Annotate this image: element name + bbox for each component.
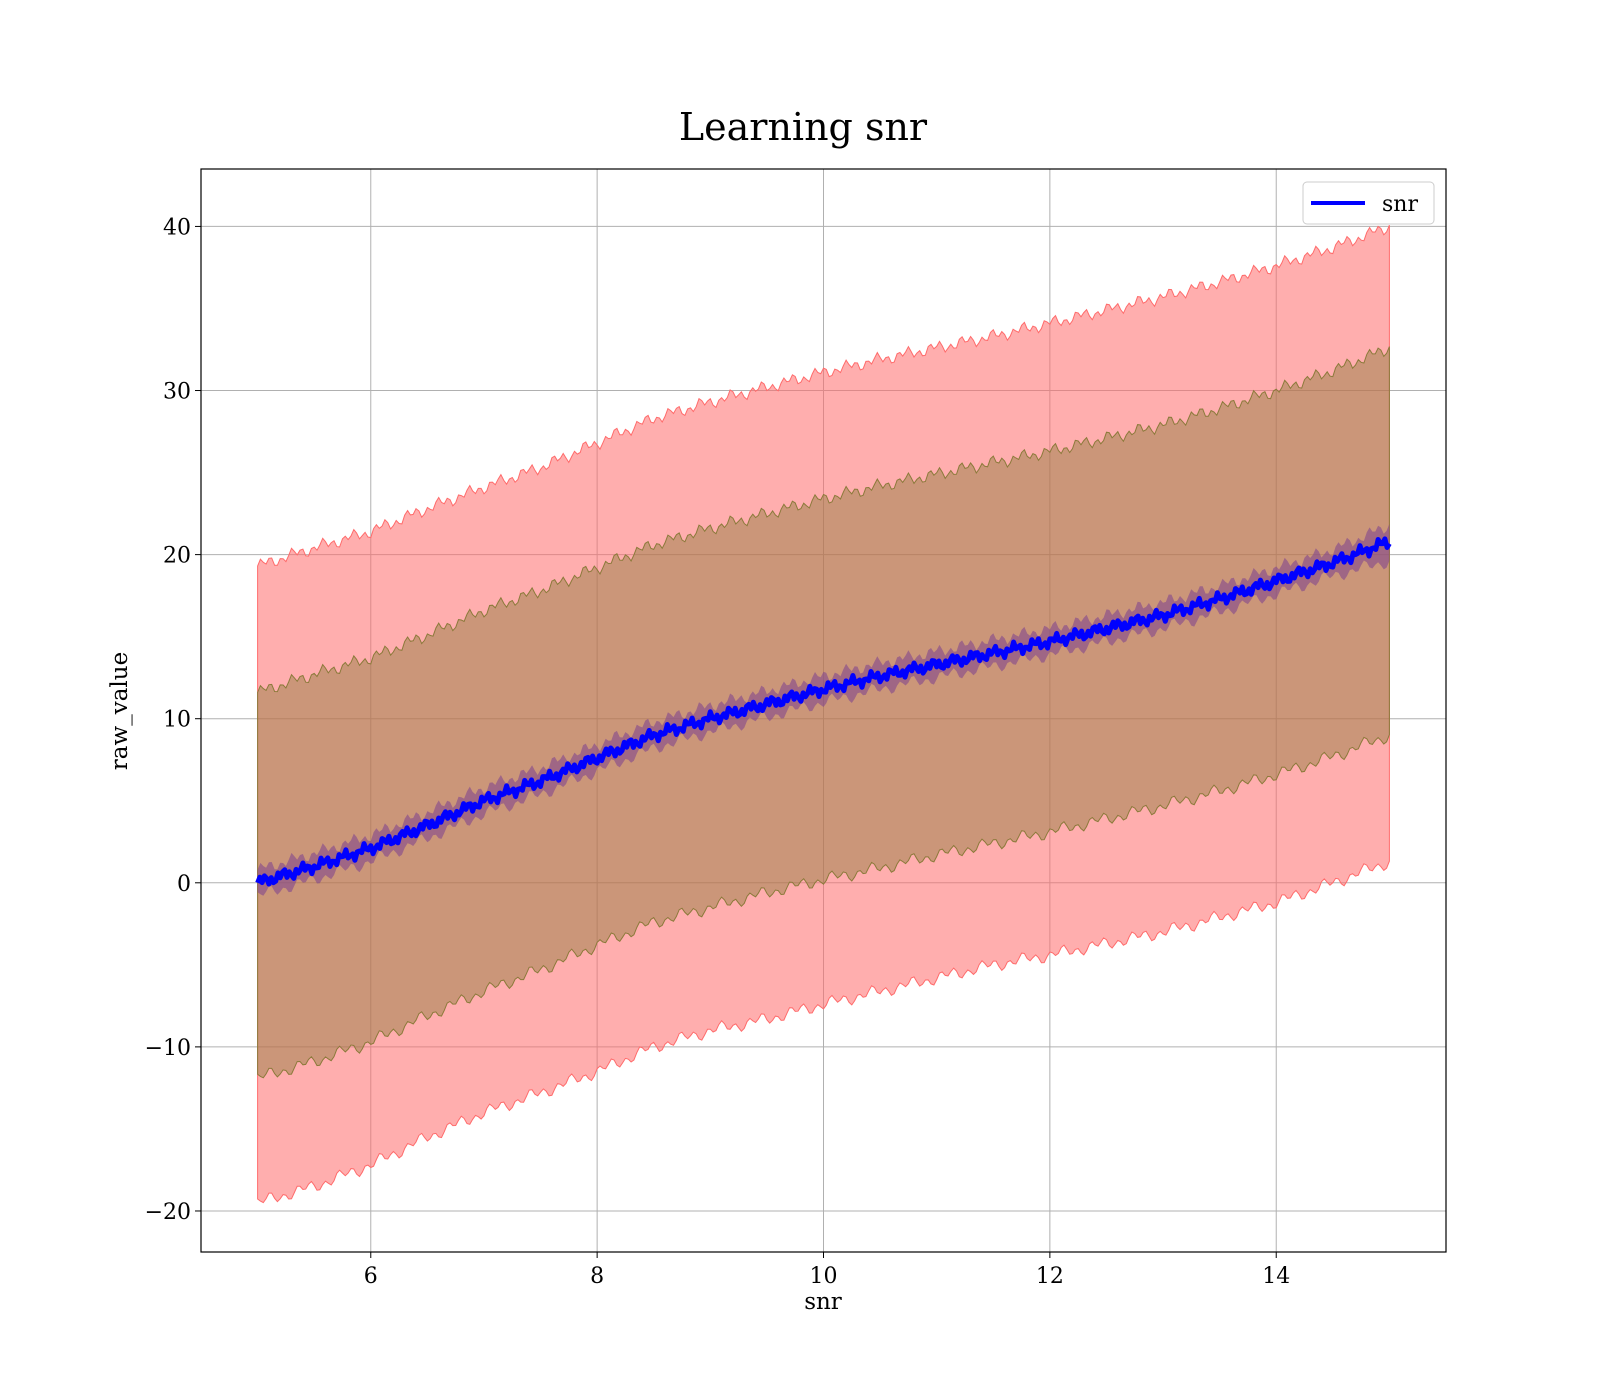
y-axis-ticks: −20 −10 0 10 20 30 40 [145, 215, 201, 1225]
confidence-bands [257, 225, 1390, 1204]
x-tick-label: 6 [364, 1264, 378, 1289]
x-tick-label: 14 [1262, 1264, 1290, 1289]
band-tight [257, 523, 1390, 896]
y-tick-label: 10 [163, 708, 191, 733]
legend-label-snr: snr [1382, 192, 1418, 217]
y-tick-label: 30 [163, 380, 191, 405]
y-tick-label: 0 [177, 872, 191, 897]
plot-area [200, 168, 1447, 1253]
y-tick-label: −20 [145, 1200, 191, 1225]
series-lines [255, 536, 1392, 887]
x-axis-label: snr [804, 1289, 842, 1315]
y-tick-label: −10 [145, 1036, 191, 1061]
band-outer [257, 225, 1390, 1204]
x-tick-label: 8 [590, 1264, 604, 1289]
x-axis-ticks: 6 8 10 12 14 [364, 1252, 1290, 1289]
y-tick-label: 20 [163, 544, 191, 569]
y-tick-label: 40 [163, 215, 191, 240]
chart-title: Learning snr [679, 105, 928, 149]
series-line-snr [255, 536, 1392, 887]
y-axis-label: raw_value [107, 652, 133, 770]
x-tick-label: 12 [1036, 1264, 1064, 1289]
legend: snr [1302, 181, 1435, 225]
band-inner [257, 346, 1390, 1079]
legend-box [1302, 181, 1435, 225]
x-tick-label: 10 [810, 1264, 838, 1289]
